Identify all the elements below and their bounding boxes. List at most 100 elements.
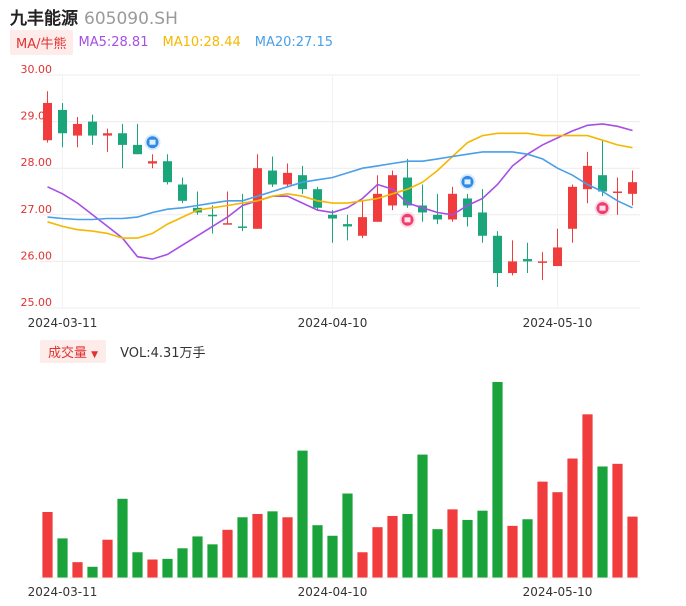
candle-body	[283, 172, 292, 185]
candle-body	[223, 223, 232, 225]
candle-body	[418, 205, 427, 213]
volume-bar	[387, 515, 398, 578]
candle-body	[628, 182, 637, 194]
volume-bar	[267, 511, 278, 578]
ma5-legend: MA5:28.81	[78, 34, 149, 50]
x-tick-label: 2024-05-10	[523, 316, 593, 330]
candle-body	[343, 224, 352, 227]
volume-bar	[582, 414, 593, 578]
volume-bar	[207, 544, 218, 578]
candle-body	[598, 175, 607, 192]
candle-body	[508, 261, 517, 274]
candle-body	[538, 261, 547, 263]
candle-body	[568, 186, 577, 229]
volume-bar	[597, 466, 608, 578]
volume-bar	[132, 552, 143, 578]
candle-body	[88, 121, 97, 136]
ma-toggle-button[interactable]: MA/牛熊	[10, 29, 73, 55]
volume-bar	[537, 481, 548, 578]
candle-body	[313, 189, 322, 208]
volume-bar	[57, 538, 68, 578]
candle-body	[133, 144, 142, 155]
volume-bar	[507, 525, 518, 578]
volume-x-tick-label: 2024-03-11	[28, 585, 98, 599]
volume-bar	[552, 492, 563, 578]
candle-body	[358, 217, 367, 236]
ma20-line	[47, 151, 633, 221]
volume-bar	[87, 566, 98, 578]
volume-bar	[102, 539, 113, 578]
volume-bar	[357, 552, 368, 578]
candle-body	[448, 193, 457, 220]
ma5-line	[47, 123, 633, 260]
signal-glyph	[404, 217, 411, 223]
candle-body	[613, 191, 622, 193]
x-tick-label: 2024-04-10	[298, 316, 368, 330]
volume-bar	[222, 529, 233, 578]
candle-body	[43, 102, 52, 141]
volume-bar	[147, 559, 158, 578]
candle-body	[463, 198, 472, 218]
volume-x-tick-label: 2024-05-10	[523, 585, 593, 599]
volume-bar	[402, 513, 413, 578]
signal-glyph	[599, 205, 606, 211]
y-tick-label: 25.00	[21, 296, 53, 309]
volume-bar	[447, 509, 458, 578]
volume-bar	[312, 525, 323, 578]
volume-toggle-label: 成交量	[48, 345, 88, 361]
volume-bar	[282, 517, 293, 578]
candle-body	[493, 235, 502, 274]
volume-bar	[117, 498, 128, 578]
volume-bar	[327, 535, 338, 578]
candle-body	[268, 170, 277, 185]
volume-indicator-button[interactable]: 成交量 ▼	[40, 339, 107, 363]
volume-bar	[162, 558, 173, 578]
volume-legend-row: 成交量 ▼ VOL:4.31万手	[40, 339, 206, 363]
y-tick-label: 30.00	[21, 63, 53, 76]
volume-x-tick-label: 2024-04-10	[298, 585, 368, 599]
ma20-legend: MA20:27.15	[254, 34, 333, 50]
volume-bar	[252, 513, 263, 578]
volume-bar	[492, 381, 503, 578]
dropdown-caret-icon: ▼	[91, 349, 99, 360]
signal-glyph	[464, 179, 471, 185]
volume-bar	[522, 519, 533, 578]
candle-body	[433, 214, 442, 220]
volume-bar	[372, 527, 383, 578]
ma10-line	[47, 132, 633, 239]
volume-value: VOL:4.31万手	[120, 345, 206, 361]
candle-body	[58, 109, 67, 134]
volume-bar	[297, 450, 308, 578]
volume-bar	[627, 516, 638, 578]
volume-bar	[432, 529, 443, 578]
volume-bar	[417, 454, 428, 578]
candle-body	[328, 214, 337, 219]
y-tick-label: 26.00	[21, 249, 53, 262]
candle-body	[238, 226, 247, 228]
stock-code: 605090.SH	[84, 9, 178, 29]
volume-bar	[42, 512, 53, 578]
candle-body	[148, 161, 157, 164]
candle-body	[118, 133, 127, 145]
candle-body	[163, 161, 172, 183]
y-tick-label: 27.00	[21, 203, 53, 216]
candle-body	[373, 193, 382, 222]
candle-body	[73, 123, 82, 136]
candle-body	[583, 165, 592, 190]
signal-glyph	[149, 139, 156, 145]
volume-bar	[342, 493, 353, 578]
ma10-legend: MA10:28.44	[162, 34, 241, 50]
volume-bar	[462, 519, 473, 578]
volume-bar	[567, 458, 578, 578]
volume-bar	[72, 562, 83, 578]
volume-bar	[237, 517, 248, 578]
stock-name: 九丰能源	[10, 9, 78, 29]
candle-body	[553, 247, 562, 267]
y-tick-label: 28.00	[21, 156, 53, 169]
candle-body	[208, 214, 217, 217]
candle-body	[103, 133, 112, 136]
stock-header: 九丰能源 605090.SH	[10, 4, 178, 29]
candle-body	[403, 177, 412, 206]
ma-legend-row: MA/牛熊 MA5:28.81 MA10:28.44 MA20:27.15	[10, 29, 347, 55]
